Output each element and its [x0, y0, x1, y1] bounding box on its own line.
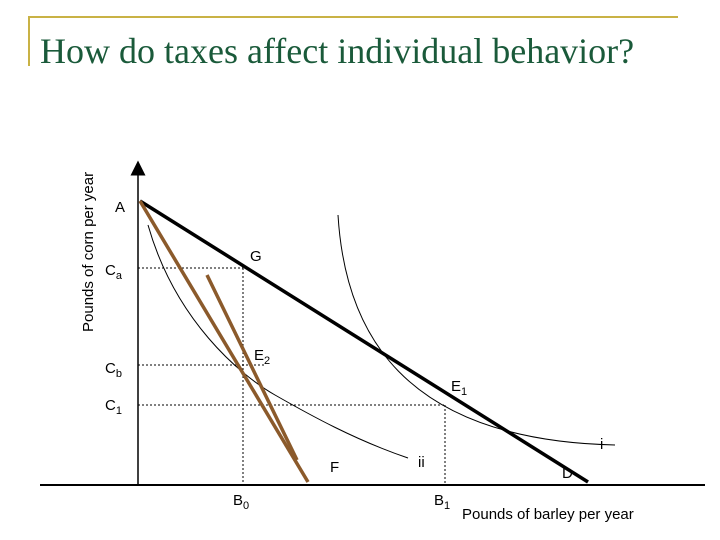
y-axis-label: Pounds of corn per year: [80, 172, 97, 332]
label-b1: B1: [434, 492, 450, 512]
slide-title: How do taxes affect individual behavior?: [40, 31, 635, 71]
label-e1: E1: [451, 378, 467, 398]
label-e2: E2: [254, 347, 270, 367]
label-ca: Ca: [105, 262, 123, 282]
taxed-budget-line-af: [138, 200, 310, 483]
label-f: F: [330, 459, 339, 476]
label-g: G: [250, 248, 262, 265]
indifference-curve-i: [337, 214, 616, 446]
x-axis-label: Pounds of barley per year: [462, 506, 634, 523]
budget-line-ad: [139, 199, 589, 484]
label-i: i: [600, 436, 603, 453]
label-d: D: [562, 465, 573, 482]
label-ii: ii: [418, 454, 425, 471]
label-cb: Cb: [105, 360, 122, 380]
frame-left-border: [28, 16, 30, 66]
label-a: A: [115, 199, 125, 216]
indifference-curve-ii: [147, 224, 409, 459]
compensated-budget-line: [205, 274, 299, 461]
label-c1: C1: [105, 397, 122, 417]
label-b0: B0: [233, 492, 249, 512]
frame-top-border: [28, 16, 678, 18]
